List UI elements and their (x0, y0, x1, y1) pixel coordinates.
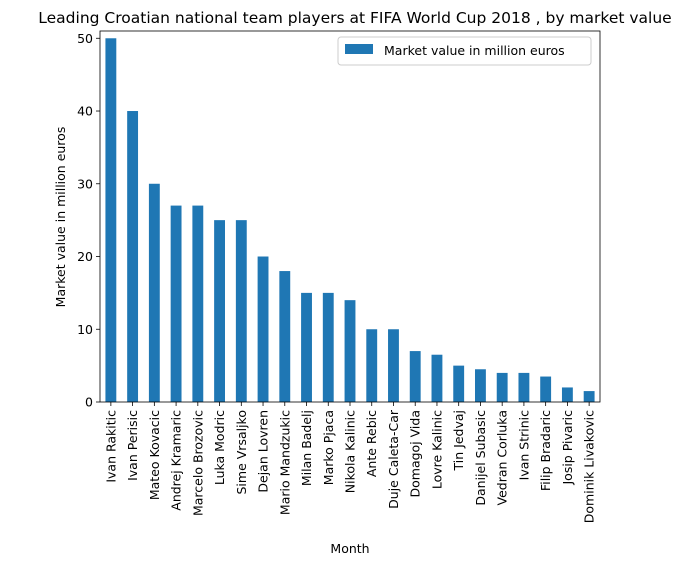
bar (127, 111, 139, 403)
x-tick-label: Ivan Rakitic (103, 410, 118, 483)
x-tick-label: Lovre Kalinic (429, 410, 444, 489)
x-tick-label: Nikola Kalinic (343, 410, 358, 493)
x-tick-label: Josip Pivaric (560, 410, 575, 486)
bar (583, 391, 595, 402)
y-tick-label: 20 (77, 249, 93, 264)
y-axis-label: Market value in million euros (53, 127, 68, 308)
bar (388, 329, 399, 402)
bar (279, 271, 291, 402)
y-tick-label: 0 (85, 395, 93, 410)
bar (409, 351, 421, 402)
x-tick-label: Mario Mandzukic (277, 410, 292, 515)
legend: Market value in million euros (337, 36, 592, 66)
bar (192, 205, 204, 402)
x-tick-label: Tin Jedvaj (451, 410, 466, 471)
legend-label: Market value in million euros (384, 43, 565, 58)
legend-swatch (345, 44, 373, 54)
chart-title: Leading Croatian national team players a… (38, 9, 671, 27)
x-tick-label: Duje Caleta-Car (386, 409, 401, 509)
bar (105, 38, 117, 403)
bar (235, 220, 247, 402)
plot-area: 0 10 20 30 40 50 Ivan Rakitic Ivan Perisic Mate… (77, 30, 601, 523)
bar (301, 292, 312, 402)
bar (561, 387, 573, 402)
x-tick-label: Mateo Kovacic (147, 410, 162, 500)
x-tick-label: Luka Modric (212, 410, 227, 485)
x-tick-label: Sime Vrsaljko (234, 410, 249, 495)
x-tick-label: Marko Pjaca (321, 410, 336, 485)
x-tick-label: Andrej Kramaric (169, 410, 184, 511)
bar (214, 220, 225, 402)
bar (453, 365, 465, 402)
x-tick-label: Danijel Subasic (473, 410, 488, 506)
y-tick-label: 50 (77, 31, 93, 46)
bar (475, 369, 486, 402)
bar (518, 372, 530, 402)
bar (431, 354, 443, 402)
bar (366, 329, 378, 402)
x-tick-label: Dominik Livakovic (582, 410, 597, 523)
bar (496, 372, 508, 402)
x-tick-label: Ivan Strinic (516, 410, 531, 480)
y-tick-label: 10 (77, 322, 93, 337)
x-tick-label: Marcelo Brozovic (190, 410, 205, 516)
x-axis-label: Month (330, 541, 369, 556)
x-tick-label: Vedran Corluka (495, 410, 510, 506)
bar (170, 205, 182, 402)
x-tick-label: Ivan Perisic (125, 410, 140, 481)
x-tick-label: Filip Bradaric (538, 410, 553, 491)
x-tick-label: Domagoj Vida (408, 410, 423, 497)
bars-group (105, 38, 595, 403)
x-axis-ticks: Ivan Rakitic Ivan Perisic Mateo Kovacic And… (103, 402, 597, 523)
x-tick-label: Ante Rebic (364, 410, 379, 477)
bar (148, 183, 160, 402)
x-tick-label: Dejan Lovren (256, 410, 271, 493)
legend-box (337, 36, 592, 66)
bar (344, 300, 356, 402)
y-tick-label: 40 (77, 104, 93, 119)
y-tick-label: 30 (77, 176, 93, 191)
bar (322, 292, 334, 402)
x-tick-label: Milan Badelj (299, 410, 314, 486)
bar (540, 376, 552, 402)
bar (257, 256, 269, 402)
y-axis-ticks: 0 10 20 30 40 50 (77, 31, 100, 410)
